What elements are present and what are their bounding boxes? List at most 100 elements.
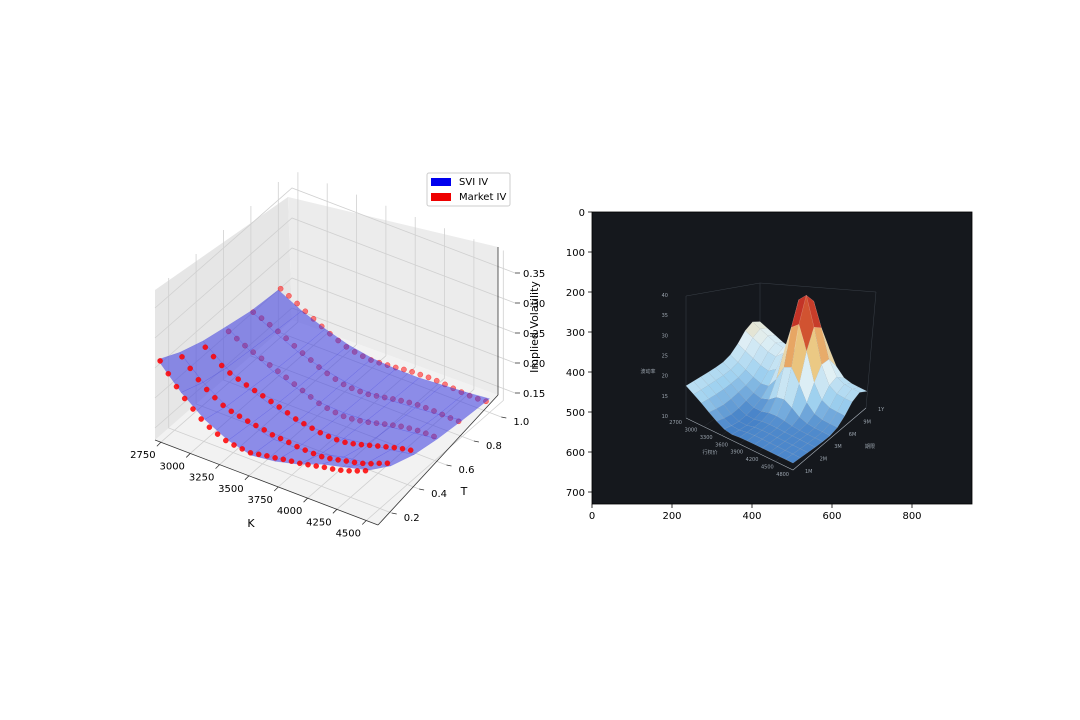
x-tick-label: 4000 — [277, 506, 302, 517]
image-y-tick-label: 700 — [566, 488, 585, 499]
market-point — [202, 344, 209, 351]
market-point — [343, 458, 350, 464]
inner-x-tick-label: 4200 — [746, 457, 759, 463]
market-point — [210, 353, 217, 360]
inner-y-tick-label: 9M — [863, 419, 871, 425]
z-tick-label: 0.35 — [523, 269, 545, 280]
market-point — [417, 371, 424, 378]
market-point — [157, 358, 163, 364]
grid-line-z — [154, 217, 516, 339]
image-x-ticks: 0 200 400 600 800 — [589, 504, 922, 522]
inner-x-tick-label: 4800 — [776, 472, 789, 478]
market-point — [317, 429, 324, 436]
market-point — [255, 451, 262, 458]
image-y-tick-label: 400 — [566, 368, 585, 379]
image-x-tick-label: 600 — [822, 511, 841, 522]
market-point — [329, 466, 336, 472]
y-tick-mark — [473, 440, 479, 443]
market-point — [288, 458, 295, 465]
image-x-tick-label: 200 — [662, 511, 681, 522]
image-x-tick-label: 0 — [589, 511, 595, 522]
inner-y-label: 期限 — [865, 443, 875, 450]
market-point — [285, 439, 292, 446]
legend: SVI IV Market IV — [426, 172, 511, 207]
image-x-tick-label: 400 — [742, 511, 761, 522]
x-tick-label: 3500 — [218, 484, 243, 495]
market-point — [247, 449, 254, 456]
x-tick-mark — [273, 486, 279, 492]
image-y-tick-label: 200 — [566, 288, 585, 299]
market-point — [277, 285, 284, 292]
market-point — [218, 362, 225, 369]
legend-swatch-market — [431, 193, 451, 201]
market-point — [214, 431, 221, 437]
market-point — [302, 447, 309, 453]
legend-label-svi: SVI IV — [459, 177, 488, 188]
inner-x-tick-label: 3300 — [700, 435, 713, 441]
inner-y-tick-label: 1Y — [878, 407, 885, 413]
market-point — [366, 442, 373, 449]
inner-x-tick-label: 3900 — [730, 450, 743, 456]
market-point — [321, 464, 328, 471]
x-tick-label: 4500 — [336, 529, 361, 540]
market-point — [384, 460, 391, 467]
market-point — [239, 446, 246, 452]
image-y-tick-label: 600 — [566, 448, 585, 459]
y-tick-labels: 0.2 0.4 0.6 0.8 1.0 — [391, 416, 529, 524]
inner-top-edge — [685, 282, 877, 297]
inner-z-tick-label: 35 — [662, 313, 668, 319]
x-tick-mark — [156, 441, 162, 447]
market-point — [268, 398, 274, 405]
image-y-tick-label: 500 — [566, 408, 585, 419]
market-point — [351, 459, 358, 466]
market-point — [261, 427, 268, 433]
x-tick-label: 4250 — [306, 517, 331, 528]
market-point — [276, 404, 283, 410]
inner-z-tick-label: 40 — [662, 293, 668, 299]
market-point — [235, 376, 242, 382]
inner-x-label: 行权价 — [702, 449, 717, 456]
inner-right-edge — [865, 291, 877, 409]
axis-lines — [154, 247, 499, 526]
market-point — [198, 416, 205, 422]
y-tick-label: 0.6 — [459, 465, 475, 476]
image-y-tick-label: 300 — [566, 328, 585, 339]
y-axis-label: T — [460, 485, 468, 498]
market-point — [284, 409, 291, 416]
x-tick-mark — [185, 453, 191, 458]
market-point — [337, 467, 344, 474]
y-tick-label: 0.4 — [431, 489, 447, 500]
market-point — [212, 394, 218, 401]
inner-surface-patch — [829, 411, 846, 428]
grid-line-k — [336, 239, 475, 510]
z-tick-label: 0.30 — [523, 299, 545, 310]
market-point — [296, 460, 303, 467]
market-point — [407, 447, 414, 454]
market-point — [264, 452, 270, 459]
market-point — [243, 382, 250, 388]
inner-surface-patch — [844, 388, 860, 403]
t-axis-line — [377, 394, 499, 526]
legend-label-market: Market IV — [459, 192, 507, 203]
market-point — [173, 383, 180, 390]
market-point — [253, 422, 259, 429]
market-point — [292, 416, 299, 422]
market-point — [231, 442, 237, 448]
market-point — [335, 457, 341, 463]
inner-x-tick-label: 4500 — [761, 465, 774, 471]
z-tick-label: 0.25 — [523, 329, 545, 340]
svi-surface — [157, 289, 491, 471]
z-tick-label: 0.15 — [523, 389, 545, 400]
market-point — [187, 365, 194, 372]
y-tick-label: 0.2 — [404, 513, 420, 524]
grid-line-z — [154, 247, 516, 369]
image-y-ticks: 0 100 200 300 400 500 600 700 — [566, 208, 592, 499]
inner-y-tick-label: 6M — [849, 432, 857, 438]
grid-line-z — [154, 187, 516, 309]
inner-z-label: 波动率 — [640, 368, 655, 375]
x-tick-mark — [215, 464, 220, 469]
inner-surface-patch — [785, 453, 801, 464]
grid-line-k — [366, 250, 504, 521]
image-x-tick-label: 800 — [902, 511, 921, 522]
market-point — [313, 463, 320, 469]
